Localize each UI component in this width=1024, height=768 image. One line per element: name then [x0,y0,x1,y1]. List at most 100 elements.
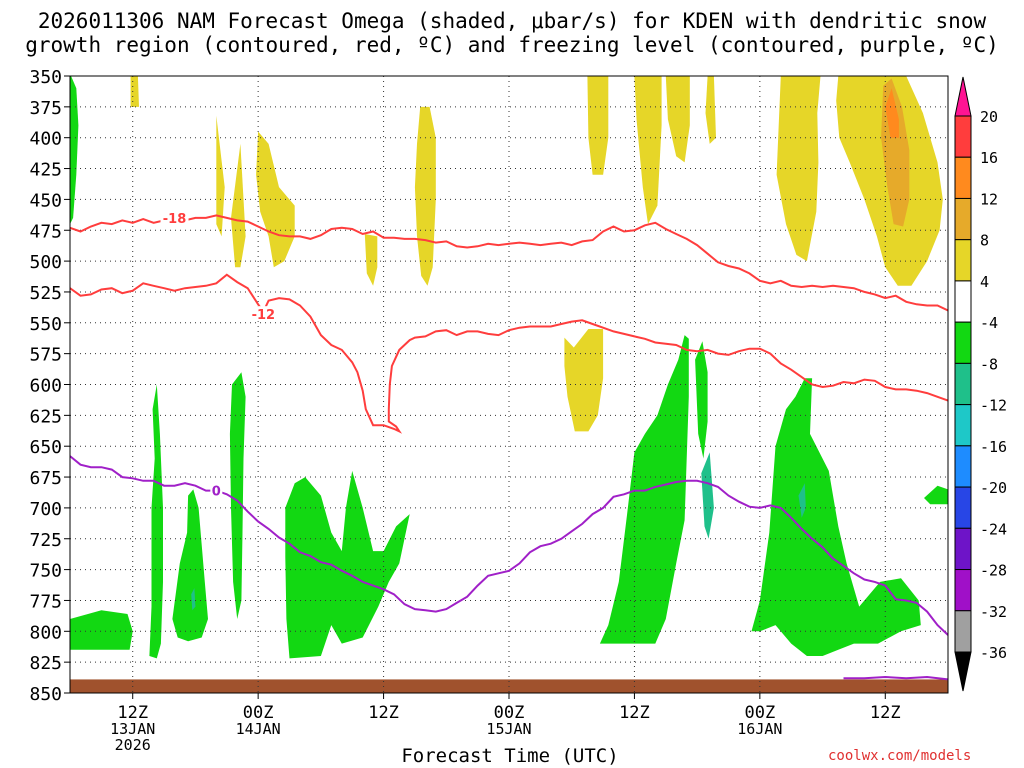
y-tick-label-375: 375 [29,98,62,119]
contour-label--18: -18 [163,212,187,227]
y-tick-label-775: 775 [29,591,62,612]
colorbar-label-20: 20 [980,108,998,126]
omega-region-15 [70,76,79,225]
colorbar-under-triangle [954,651,972,692]
y-tick-label-575: 575 [29,345,62,366]
contour--18 [70,214,948,312]
colorbar-label--28: -28 [980,562,1007,580]
omega-region-25 [701,452,714,539]
x-tick-label-78-0: 12Z [870,703,901,723]
omega-region-16 [70,610,133,650]
colorbar-label-4: 4 [980,273,989,291]
omega-region-21 [599,335,689,644]
y-tick-label-675: 675 [29,468,62,489]
x-tick-label-66-0: 00Z [744,703,775,723]
colorbar-band--12--8 [954,362,972,406]
colorbar-label-16: 16 [980,149,998,167]
colorbar-label-8: 8 [980,232,989,250]
x-tick-label-6-0: 12Z [117,703,148,723]
y-tick-label-750: 750 [29,561,62,582]
x-tick-label-18-0: 00Z [243,703,274,723]
contour-label-bg--18 [160,209,189,225]
omega-region-18 [172,489,208,642]
colorbar-label--12: -12 [980,397,1007,415]
chart-title-line1: 2026011306 NAM Forecast Omega (shaded, μ… [37,9,987,33]
y-tick-label-725: 725 [29,530,62,551]
omega-region-19 [229,372,246,619]
y-tick-label-825: 825 [29,653,62,674]
omega-region-0 [130,76,139,107]
omega-region-4 [364,234,378,286]
y-tick-label-700: 700 [29,499,62,520]
colorbar-label--32: -32 [980,603,1007,621]
y-tick-label-500: 500 [29,252,62,273]
x-axis-label: Forecast Time (UTC) [401,745,619,767]
omega-region-1 [216,115,225,237]
colorbar-band-16-20 [954,115,972,158]
y-tick-label-350: 350 [29,67,62,88]
colorbar-over-triangle [954,76,972,117]
colorbar-label--36: -36 [980,644,1007,662]
y-tick-label-400: 400 [29,129,62,150]
colorbar-band--28--24 [954,527,972,571]
omega-region-7 [587,76,609,175]
colorbar-band--32--28 [954,569,972,612]
contour--12 [70,273,948,434]
x-tick-label-6-2: 2026 [115,736,151,754]
omega-region-14 [885,88,899,138]
y-tick-label-550: 550 [29,314,62,335]
colorbar-band--24--20 [954,486,972,529]
colorbar-label--4: -4 [980,314,998,332]
omega-region-26 [191,588,196,611]
credit-watermark: coolwx.com/models [828,748,972,764]
contour-label-bg--12 [249,306,278,322]
colorbar-band-4-8 [954,239,972,282]
x-tick-label-66-1: 16JAN [737,720,782,738]
omega-region-6 [564,329,604,432]
omega-region-10 [705,76,716,144]
y-tick-label-650: 650 [29,437,62,458]
omega-region-20 [285,470,410,659]
omega-region-23 [751,378,921,656]
x-tick-label-42-1: 15JAN [486,720,531,738]
x-tick-label-18-1: 14JAN [236,720,281,738]
x-tick-label-54-0: 12Z [619,703,650,723]
omega-region-22 [695,341,708,459]
colorbar-label--20: -20 [980,479,1007,497]
x-tick-label-42-0: 00Z [494,703,525,723]
colorbar-band-12-16 [954,156,972,199]
omega-region-8 [634,76,662,225]
y-tick-label-850: 850 [29,684,62,705]
y-tick-label-525: 525 [29,283,62,304]
colorbar-band--20--16 [954,445,972,488]
y-tick-label-800: 800 [29,622,62,643]
omega-region-27 [798,483,806,518]
colorbar-band--8--4 [954,321,972,364]
x-tick-label-30-0: 12Z [368,703,399,723]
colorbar-label--8: -8 [980,355,998,373]
contour-extra-3 [843,675,948,681]
colorbar-band--16--12 [954,404,972,447]
colorbar-band--36--32 [954,610,972,653]
omega-region-17 [149,384,163,659]
omega-region-9 [665,76,690,163]
colorbar-label-12: 12 [980,190,998,208]
y-tick-label-475: 475 [29,221,62,242]
contour-label-bg-0 [210,482,223,498]
omega-region-24 [924,485,948,505]
omega-region-11 [776,76,821,262]
colorbar-band--4-4 [954,280,972,323]
x-tick-label-6-1: 13JAN [110,720,155,738]
y-tick-label-625: 625 [29,406,62,427]
y-tick-label-600: 600 [29,376,62,397]
colorbar-label--24: -24 [980,520,1007,538]
colorbar-label--16: -16 [980,438,1007,456]
contour-label-0: 0 [212,485,221,500]
colorbar-band-8-12 [954,197,972,241]
y-tick-label-425: 425 [29,160,62,181]
y-tick-label-450: 450 [29,190,62,211]
chart-title-line2: growth region (contoured, red, ºC) and f… [25,33,999,57]
omega-region-2 [231,143,246,268]
contour-label--12: -12 [252,308,276,323]
